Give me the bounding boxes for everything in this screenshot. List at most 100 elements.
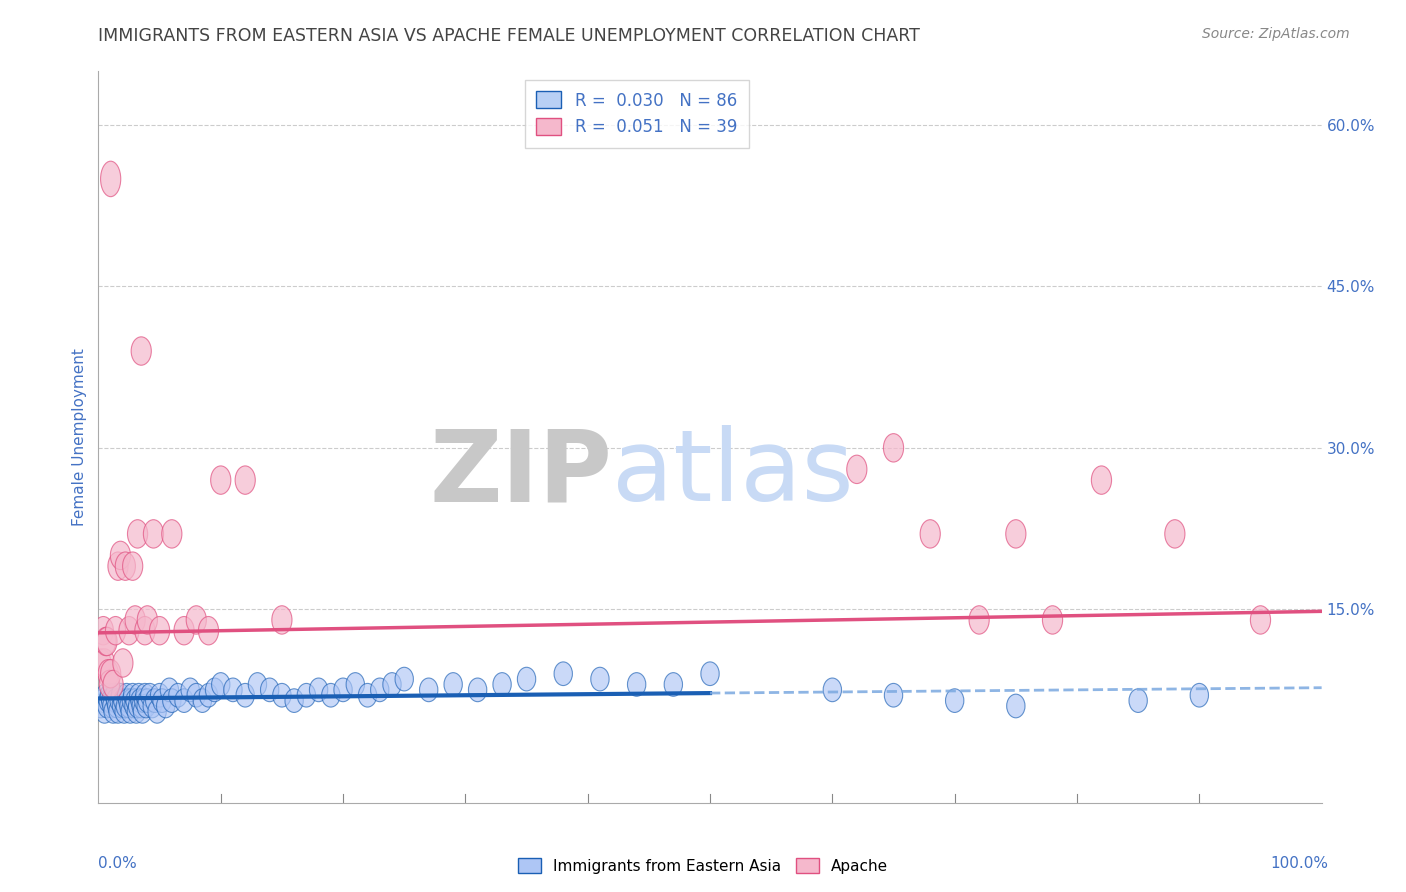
Ellipse shape [333,678,353,702]
Ellipse shape [273,683,291,707]
Ellipse shape [371,678,389,702]
Text: 100.0%: 100.0% [1271,856,1329,871]
Ellipse shape [111,683,129,707]
Ellipse shape [163,689,181,713]
Ellipse shape [141,683,159,707]
Ellipse shape [120,616,139,645]
Ellipse shape [98,659,118,688]
Ellipse shape [100,670,120,698]
Ellipse shape [846,455,868,483]
Ellipse shape [162,520,181,548]
Ellipse shape [125,606,145,634]
Text: IMMIGRANTS FROM EASTERN ASIA VS APACHE FEMALE UNEMPLOYMENT CORRELATION CHART: IMMIGRANTS FROM EASTERN ASIA VS APACHE F… [98,27,921,45]
Ellipse shape [211,466,231,494]
Ellipse shape [517,667,536,691]
Ellipse shape [128,520,148,548]
Ellipse shape [153,689,172,713]
Ellipse shape [132,694,150,718]
Ellipse shape [100,683,118,707]
Ellipse shape [107,689,125,713]
Ellipse shape [138,689,156,713]
Ellipse shape [160,678,179,702]
Ellipse shape [117,683,136,707]
Ellipse shape [1189,683,1209,707]
Ellipse shape [920,520,941,548]
Ellipse shape [138,606,157,634]
Ellipse shape [945,689,965,713]
Ellipse shape [150,683,169,707]
Ellipse shape [1091,466,1112,494]
Ellipse shape [444,673,463,697]
Ellipse shape [131,689,149,713]
Y-axis label: Female Unemployment: Female Unemployment [72,348,87,526]
Ellipse shape [297,683,315,707]
Ellipse shape [205,678,224,702]
Ellipse shape [224,678,242,702]
Ellipse shape [285,689,304,713]
Ellipse shape [121,699,139,723]
Ellipse shape [117,694,135,718]
Ellipse shape [110,541,131,570]
Ellipse shape [591,667,609,691]
Ellipse shape [97,627,117,656]
Ellipse shape [143,694,162,718]
Ellipse shape [169,683,187,707]
Ellipse shape [382,673,401,697]
Ellipse shape [129,683,148,707]
Ellipse shape [187,683,205,707]
Ellipse shape [127,689,145,713]
Ellipse shape [103,670,124,698]
Ellipse shape [145,689,165,713]
Text: atlas: atlas [612,425,853,522]
Ellipse shape [105,616,125,645]
Ellipse shape [131,337,152,365]
Ellipse shape [236,683,254,707]
Ellipse shape [1164,520,1185,548]
Ellipse shape [494,673,512,697]
Ellipse shape [124,683,142,707]
Ellipse shape [260,678,278,702]
Ellipse shape [193,689,211,713]
Ellipse shape [101,659,121,688]
Ellipse shape [128,694,146,718]
Ellipse shape [627,673,645,697]
Ellipse shape [149,616,170,645]
Ellipse shape [419,678,437,702]
Ellipse shape [108,694,127,718]
Ellipse shape [1005,520,1026,548]
Ellipse shape [122,689,141,713]
Ellipse shape [135,689,153,713]
Ellipse shape [135,616,155,645]
Ellipse shape [101,689,120,713]
Ellipse shape [346,673,364,697]
Ellipse shape [211,673,231,697]
Ellipse shape [122,552,143,581]
Ellipse shape [198,616,218,645]
Ellipse shape [1042,606,1063,634]
Ellipse shape [309,678,328,702]
Ellipse shape [120,694,138,718]
Ellipse shape [883,434,904,462]
Ellipse shape [136,683,155,707]
Ellipse shape [271,606,292,634]
Ellipse shape [103,694,121,718]
Ellipse shape [91,694,110,718]
Text: 0.0%: 0.0% [98,856,138,871]
Legend: R =  0.030   N = 86, R =  0.051   N = 39: R = 0.030 N = 86, R = 0.051 N = 39 [524,79,748,148]
Ellipse shape [700,662,720,686]
Ellipse shape [91,648,111,677]
Ellipse shape [823,678,842,702]
Ellipse shape [1129,689,1147,713]
Ellipse shape [136,694,155,718]
Ellipse shape [94,689,112,713]
Ellipse shape [96,699,114,723]
Ellipse shape [118,689,136,713]
Ellipse shape [884,683,903,707]
Ellipse shape [110,689,128,713]
Ellipse shape [108,699,127,723]
Ellipse shape [112,694,131,718]
Ellipse shape [395,667,413,691]
Text: Source: ZipAtlas.com: Source: ZipAtlas.com [1202,27,1350,41]
Ellipse shape [235,466,256,494]
Ellipse shape [148,699,166,723]
